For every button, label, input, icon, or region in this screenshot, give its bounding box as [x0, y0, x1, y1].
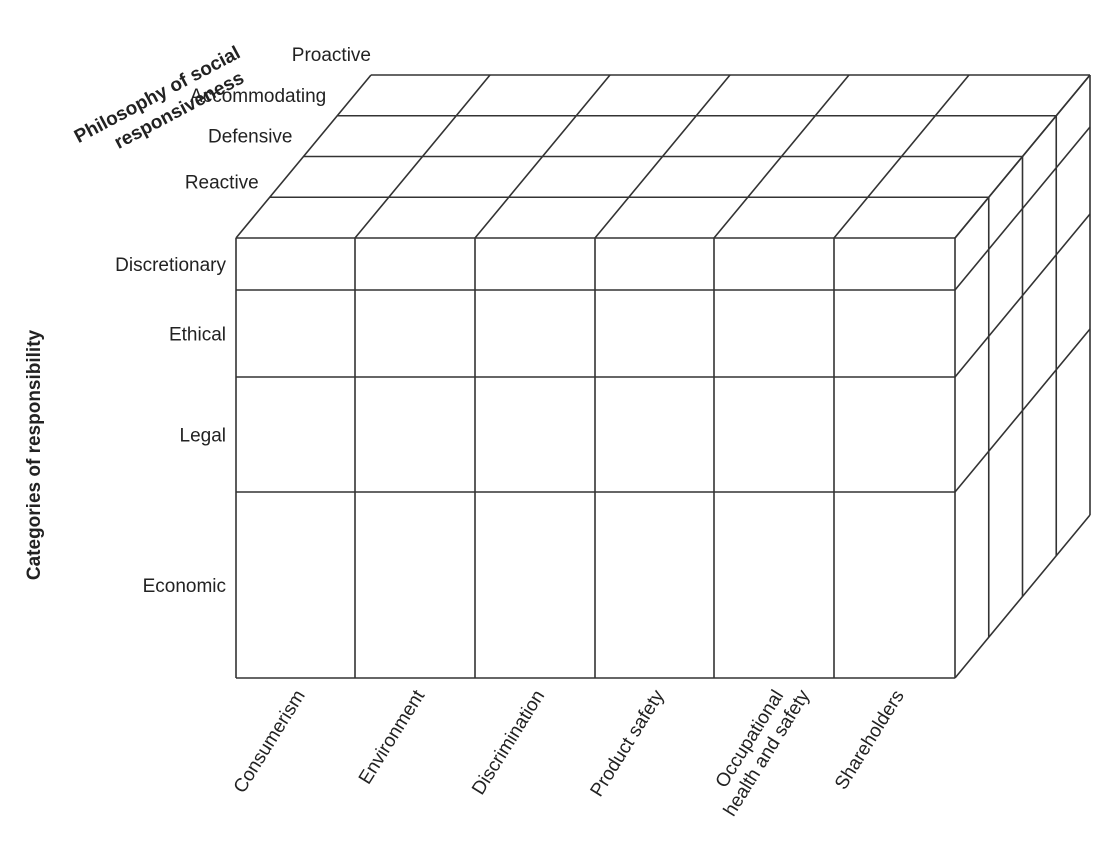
- philosophy-label: Proactive: [292, 45, 371, 66]
- grid-line: [954, 514, 1091, 679]
- issue-label-line: Consumerism: [230, 687, 310, 798]
- issue-label: Environment: [355, 686, 430, 788]
- cube-grid: [235, 74, 1091, 679]
- issue-label: Discrimination: [468, 687, 549, 799]
- philosophy-label: Accommodating: [190, 86, 326, 107]
- category-label: Economic: [143, 576, 226, 597]
- grid-line: [954, 74, 1091, 239]
- issue-label-line: Shareholders: [831, 687, 909, 794]
- category-label: Ethical: [169, 325, 226, 346]
- grid-line: [954, 328, 1091, 493]
- category-label: Legal: [180, 426, 227, 447]
- grid-line: [594, 74, 731, 239]
- grid-line: [354, 74, 491, 239]
- grid-line: [833, 74, 970, 239]
- categories-axis-title: Categories of responsibility: [24, 329, 45, 580]
- issue-label-line: Discrimination: [468, 687, 549, 799]
- labels: Categories of responsibility Philosophy …: [24, 43, 909, 821]
- philosophy-label: Reactive: [185, 172, 259, 193]
- grid-line: [713, 74, 850, 239]
- issue-label: Consumerism: [230, 687, 310, 798]
- issue-label: Product safety: [587, 686, 669, 801]
- grid-line: [235, 74, 372, 239]
- philosophy-label: Defensive: [208, 127, 293, 148]
- issue-label: Shareholders: [831, 687, 909, 794]
- grid-line: [954, 213, 1091, 378]
- issue-label-line: Environment: [355, 686, 430, 788]
- grid-line: [954, 126, 1091, 291]
- category-label: Discretionary: [115, 255, 226, 276]
- issue-label-line: Product safety: [587, 686, 669, 801]
- grid-line: [474, 74, 611, 239]
